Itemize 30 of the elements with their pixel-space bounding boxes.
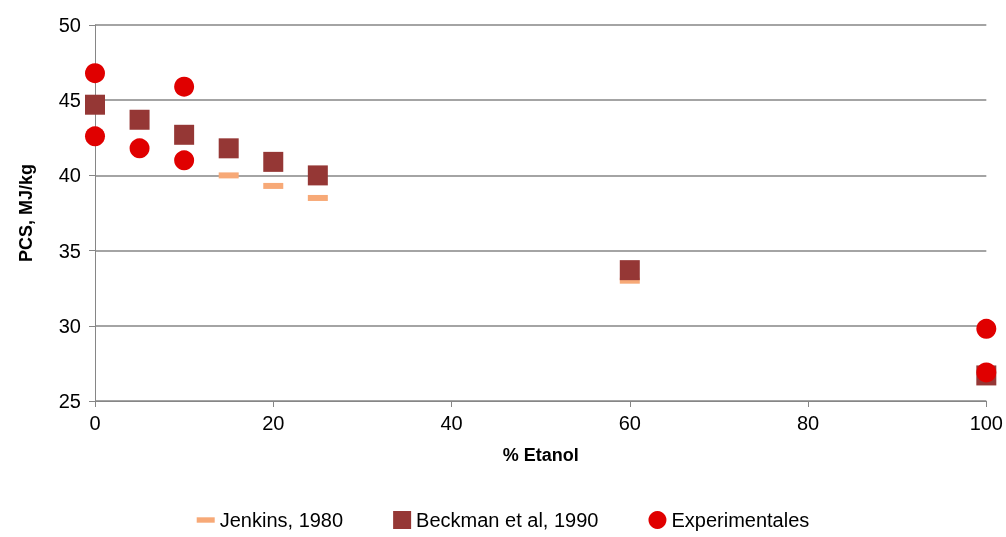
x-axis-title: % Etanol xyxy=(502,445,579,465)
point xyxy=(976,318,997,339)
y-tick-label: 40 xyxy=(58,164,81,187)
point xyxy=(307,165,328,186)
y-tick-label: 25 xyxy=(58,390,81,412)
point xyxy=(218,138,239,159)
point xyxy=(174,124,195,145)
point xyxy=(263,151,284,172)
point xyxy=(174,150,195,171)
x-tick-label: 20 xyxy=(262,412,285,434)
legend-label: Jenkins, 1980 xyxy=(219,509,344,531)
y-tick-label: 35 xyxy=(58,239,81,262)
y-tick-label: 50 xyxy=(58,14,81,36)
point xyxy=(129,109,150,130)
point xyxy=(85,126,105,147)
y-tick-label: 45 xyxy=(58,89,81,112)
point xyxy=(85,63,105,84)
x-tick-label: 60 xyxy=(618,412,641,434)
point xyxy=(85,94,105,115)
point xyxy=(129,138,150,159)
point xyxy=(174,76,195,97)
x-tick-label: 100 xyxy=(969,412,1003,434)
legend-label: Beckman et al, 1990 xyxy=(416,509,599,531)
x-tick-label: 0 xyxy=(89,412,101,434)
point xyxy=(619,260,640,281)
y-tick-label: 30 xyxy=(58,314,81,337)
legend-label: Experimentales xyxy=(671,509,810,531)
x-tick-label: 40 xyxy=(440,412,463,434)
y-axis-title: PCS, MJ/kg xyxy=(16,163,36,263)
x-tick-label: 80 xyxy=(796,412,820,434)
